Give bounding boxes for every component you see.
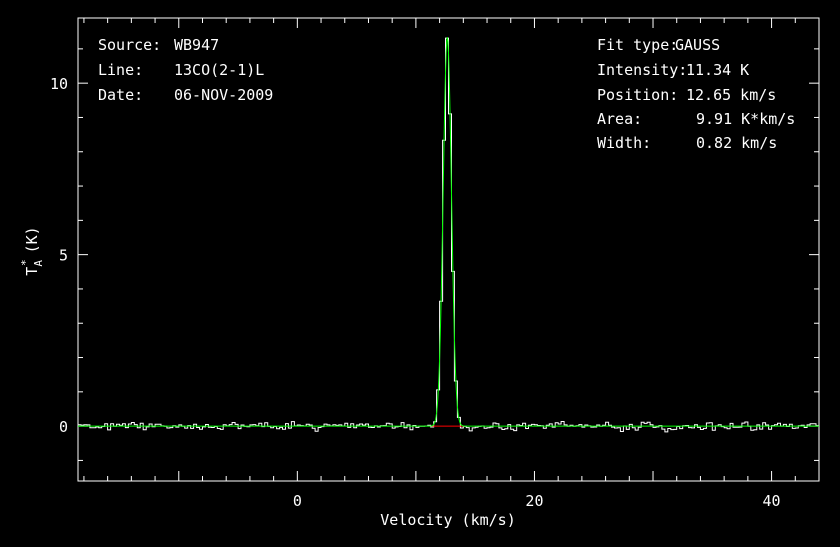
x-tick-label: 40 bbox=[763, 492, 781, 510]
gaussian-fit-series bbox=[78, 37, 819, 427]
info-width-value: 0.82 km/s bbox=[696, 134, 777, 152]
y-axis-label-sub: A bbox=[32, 260, 45, 267]
info-area-value: 9.91 K*km/s bbox=[696, 110, 795, 128]
info-area-key: Area: bbox=[597, 110, 642, 128]
info-position-value: 12.65 km/s bbox=[686, 86, 776, 104]
y-tick-label: 5 bbox=[59, 247, 68, 265]
y-tick-label: 10 bbox=[50, 75, 68, 93]
x-axis-label: Velocity (km/s) bbox=[380, 511, 515, 529]
info-line-key: Line: bbox=[98, 61, 143, 79]
y-axis-label-main: T bbox=[23, 267, 41, 276]
info-date-key: Date: bbox=[98, 86, 143, 104]
info-position-key: Position: bbox=[597, 86, 678, 104]
y-tick-label: 0 bbox=[59, 418, 68, 436]
x-tick-label: 0 bbox=[293, 492, 302, 510]
info-fit-type-value: GAUSS bbox=[675, 36, 720, 54]
y-axis-label-sup: * bbox=[19, 259, 32, 266]
info-intensity-value: 11.34 K bbox=[686, 61, 749, 79]
y-axis-label: TA* (K) bbox=[19, 226, 45, 275]
tick-group bbox=[78, 18, 820, 481]
info-date-value: 06-NOV-2009 bbox=[174, 86, 273, 104]
info-fit-type-key: Fit type: bbox=[597, 36, 678, 54]
spectrum-series bbox=[78, 37, 819, 433]
tick-label-group: 0 20 40 0 5 10 bbox=[50, 75, 781, 510]
info-left: Source: WB947 Line: 13CO(2-1)L Date: 06-… bbox=[98, 36, 273, 104]
y-axis-label-unit: (K) bbox=[23, 226, 41, 253]
info-line-value: 13CO(2-1)L bbox=[174, 61, 264, 79]
info-source-value: WB947 bbox=[174, 36, 219, 54]
svg-text:TA*(K): TA* (K) bbox=[19, 226, 45, 275]
info-source-key: Source: bbox=[98, 36, 161, 54]
plot-frame bbox=[77, 17, 820, 482]
info-width-key: Width: bbox=[597, 134, 651, 152]
info-right: Fit type: GAUSS Intensity: 11.34 K Posit… bbox=[597, 36, 795, 152]
info-intensity-key: Intensity: bbox=[597, 61, 687, 79]
x-tick-label: 20 bbox=[525, 492, 543, 510]
